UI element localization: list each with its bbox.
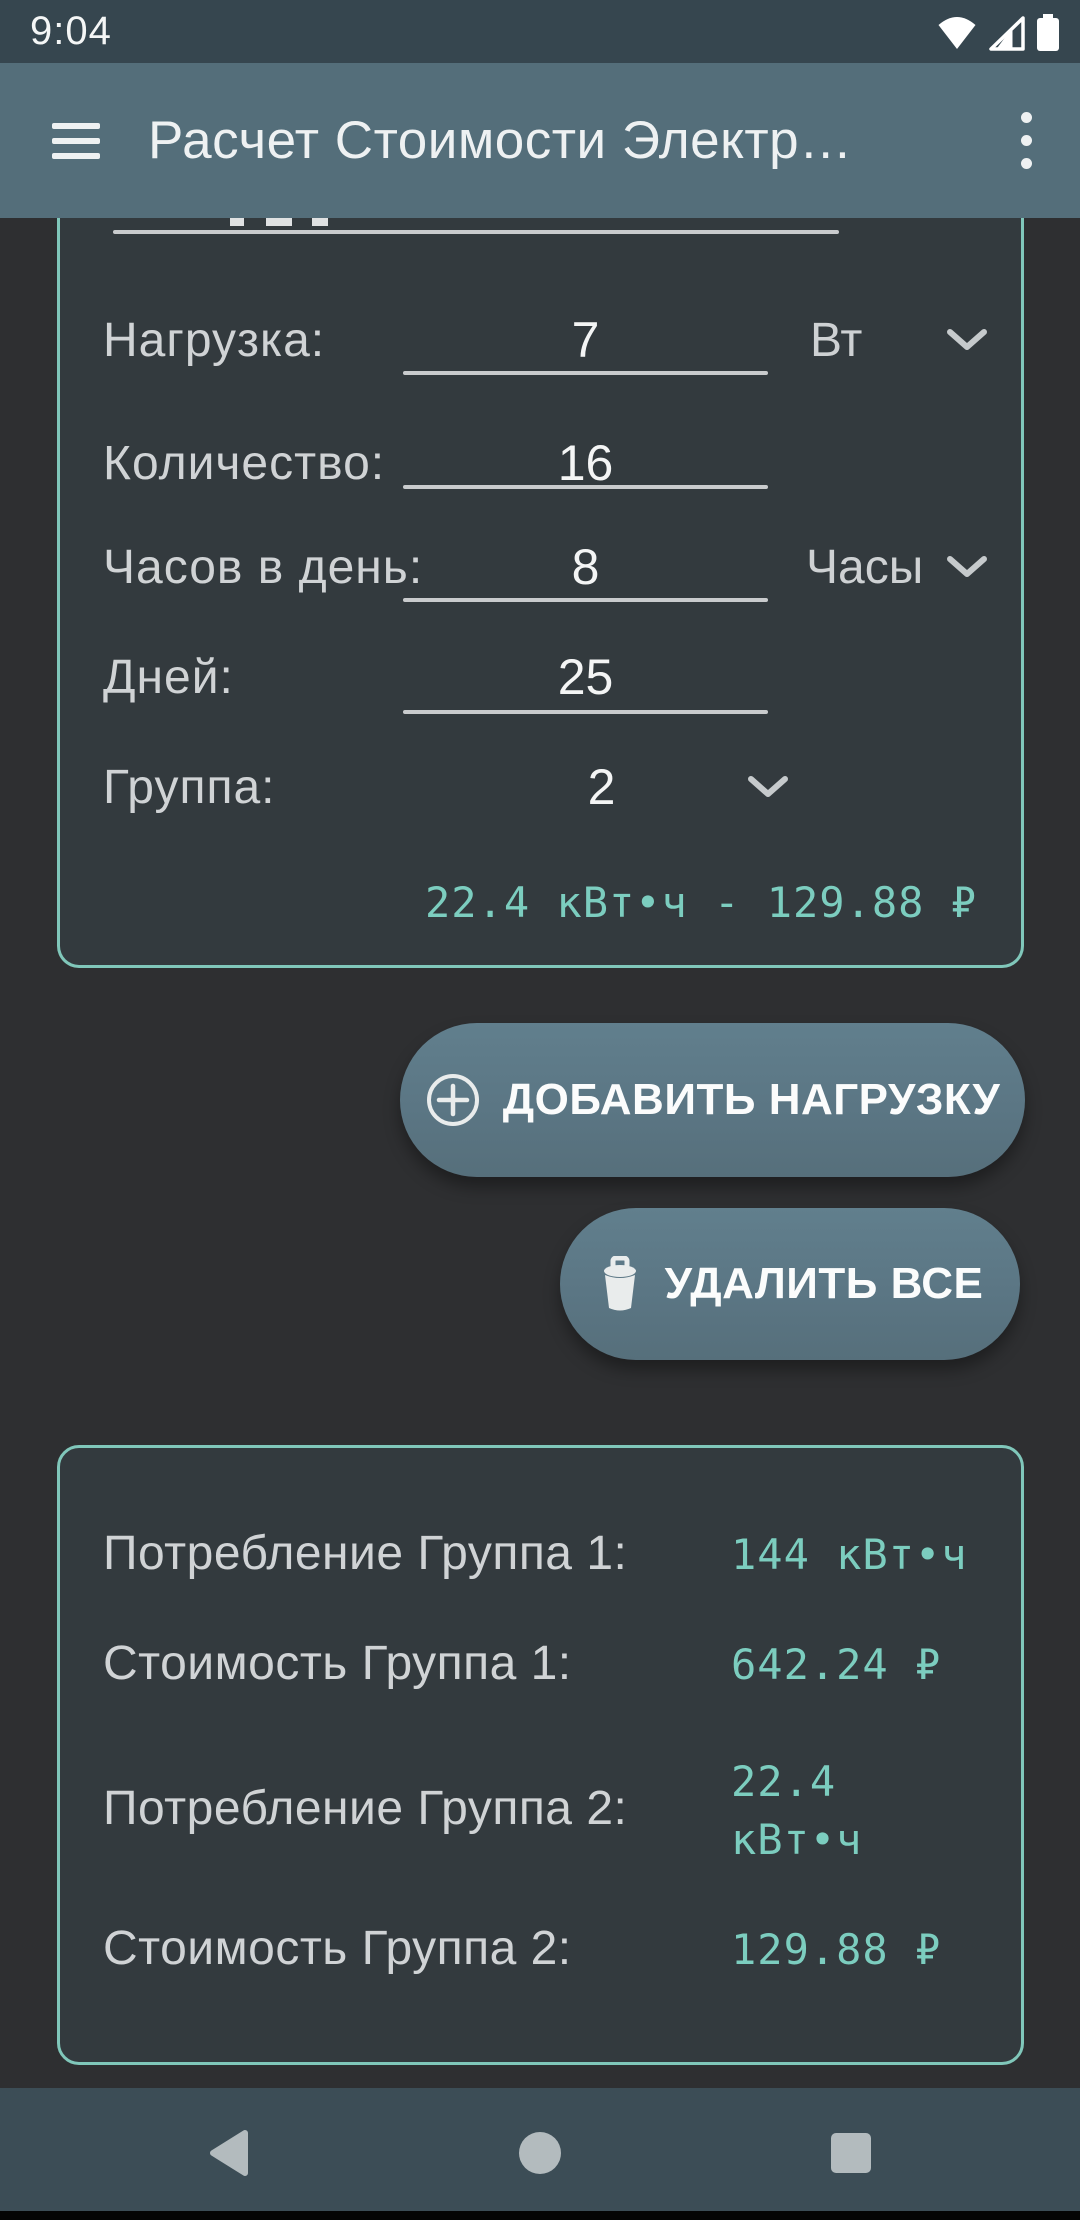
status-icons — [936, 0, 1060, 63]
load-input-underline[interactable] — [403, 371, 768, 375]
quantity-input-underline[interactable] — [403, 485, 768, 489]
cost-group1-label: Стоимость Группа 1: — [103, 1637, 572, 1690]
hours-unit-value[interactable]: Часы — [806, 540, 924, 594]
hours-label: Часов в день: — [103, 540, 424, 594]
status-time: 9:04 — [30, 9, 112, 53]
consumption-group2-value: 22.4 кВт•ч — [731, 1757, 863, 1864]
plus-circle-icon — [425, 1072, 481, 1128]
load-form-card: Нагрузка: 7 Вт Количество: 16 Часов в де… — [57, 218, 1024, 968]
group-select-value[interactable]: 2 — [587, 759, 616, 815]
consumption-group1-label: Потребление Группа 1: — [103, 1527, 628, 1580]
signal-icon — [988, 12, 1026, 52]
app-bar: Расчет Стоимости Электр… — [0, 63, 1080, 218]
load-row: Нагрузка: 7 Вт — [60, 298, 1021, 382]
quantity-label: Количество: — [103, 436, 386, 490]
cost-group2-value: 129.88 ₽ — [731, 1925, 942, 1974]
add-load-button-label: ДОБАВИТЬ НАГРУЗКУ — [502, 1075, 1001, 1124]
status-bar: 9:04 — [0, 0, 1080, 63]
consumption-group2-label: Потребление Группа 2: — [103, 1782, 628, 1835]
clipped-text-remnant — [312, 218, 328, 226]
days-label: Дней: — [103, 650, 234, 704]
overflow-menu-icon[interactable] — [1021, 63, 1032, 218]
add-load-button[interactable]: ДОБАВИТЬ НАГРУЗКУ — [400, 1023, 1025, 1177]
menu-icon[interactable] — [52, 122, 100, 159]
group-label: Группа: — [103, 760, 276, 814]
quantity-input[interactable]: 16 — [557, 435, 614, 491]
quantity-row: Количество: 16 — [60, 421, 1021, 505]
wifi-icon — [936, 12, 978, 52]
load-unit-chevron-down-icon[interactable] — [945, 327, 989, 353]
hours-input[interactable]: 8 — [571, 539, 600, 595]
android-nav-bar — [0, 2088, 1080, 2211]
cost-group1-value: 642.24 ₽ — [731, 1640, 942, 1689]
battery-icon — [1036, 12, 1060, 52]
consumption-group1-value: 144 кВт•ч — [731, 1530, 968, 1579]
clipped-text-remnant — [266, 218, 292, 226]
load-label: Нагрузка: — [103, 313, 326, 367]
row-result-text: 22.4 кВт•ч - 129.88 ₽ — [424, 878, 977, 927]
summary-card: Потребление Группа 1: 144 кВт•ч Стоимост… — [57, 1445, 1024, 2065]
back-icon[interactable] — [206, 2129, 250, 2177]
days-input[interactable]: 25 — [557, 649, 614, 705]
group-row: Группа: 2 — [60, 745, 1021, 829]
load-input[interactable]: 7 — [571, 312, 600, 368]
trash-icon — [597, 1256, 643, 1312]
load-unit-value[interactable]: Вт — [810, 313, 863, 367]
days-row: Дней: 25 — [60, 635, 1021, 719]
page-title: Расчет Стоимости Электр… — [148, 111, 853, 170]
hours-unit-chevron-down-icon[interactable] — [945, 554, 989, 580]
name-input-underline[interactable] — [113, 230, 839, 234]
screen-bottom-strip — [0, 2211, 1080, 2220]
home-icon[interactable] — [519, 2132, 561, 2174]
recents-icon[interactable] — [831, 2133, 871, 2173]
group-chevron-down-icon[interactable] — [746, 774, 790, 800]
delete-all-button-label: УДАЛИТЬ ВСЕ — [664, 1259, 984, 1308]
hours-input-underline[interactable] — [403, 598, 768, 602]
delete-all-button[interactable]: УДАЛИТЬ ВСЕ — [560, 1208, 1020, 1360]
hours-row: Часов в день: 8 Часы — [60, 525, 1021, 609]
clipped-text-remnant — [230, 218, 244, 226]
days-input-underline[interactable] — [403, 710, 768, 714]
cost-group2-label: Стоимость Группа 2: — [103, 1922, 572, 1975]
